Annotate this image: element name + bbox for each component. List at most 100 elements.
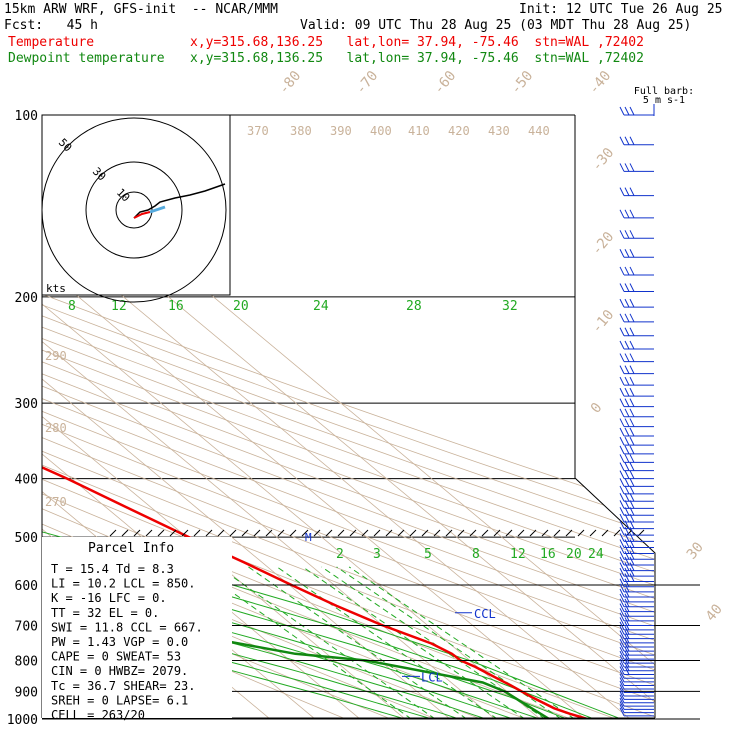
- theta-label: 400: [370, 124, 392, 138]
- freezing-hatch: [289, 529, 297, 537]
- wind-barb-flag: [624, 634, 630, 644]
- hodograph-unit-label: kts: [46, 282, 66, 295]
- wind-barb-flag: [619, 462, 625, 471]
- mixing-ratio-label: 16: [168, 299, 184, 314]
- isotherm-line: [42, 115, 451, 718]
- wind-barb-flag: [624, 654, 630, 664]
- isotherm-line: [42, 115, 631, 718]
- wind-barb-flag: [624, 612, 630, 622]
- freezing-hatch: [169, 529, 177, 537]
- wind-barb: [619, 588, 654, 598]
- wind-barb-flag: [619, 567, 625, 577]
- freezing-hatch: [325, 529, 333, 537]
- parcel-info-row: CELL = 263/20: [51, 708, 145, 722]
- freezing-hatch: [541, 529, 549, 537]
- wind-barb-flag: [619, 470, 625, 479]
- parcel-info-row: Tc = 36.7 SHEAR= 23.: [51, 679, 196, 693]
- wind-barb-flag: [624, 283, 630, 292]
- dry-adiabat: [42, 115, 655, 718]
- mixing-ratio-label: 12: [111, 299, 127, 314]
- wind-barb-flag: [629, 545, 635, 554]
- frame-right: [574, 115, 656, 718]
- freezing-hatch: [517, 529, 525, 537]
- wind-barb: [619, 136, 654, 146]
- isotherm-label: -20: [589, 229, 618, 259]
- wind-barb-flag: [624, 376, 630, 386]
- pressure-tick-label: 600: [15, 579, 38, 594]
- wind-barb: [619, 533, 654, 542]
- isotherm-label: 30: [684, 539, 707, 562]
- wind-barb-flag: [619, 283, 625, 292]
- wind-barb-flag: [624, 621, 630, 631]
- wind-barb: [619, 478, 654, 487]
- theta-label: 270: [45, 495, 67, 509]
- parcel-info-row: LI = 10.2 LCL = 850.: [51, 577, 196, 591]
- wind-barb: [619, 662, 654, 672]
- freezing-hatch: [145, 529, 153, 537]
- freezing-hatch: [421, 529, 429, 537]
- wind-barb-flag: [629, 470, 635, 479]
- freezing-hatch: [373, 529, 381, 537]
- wind-barb-flag: [619, 376, 625, 386]
- freezing-hatch: [433, 529, 441, 537]
- wind-barb-flag: [619, 163, 625, 172]
- mixing-ratio-line: [218, 566, 436, 718]
- wind-barb: [619, 658, 654, 668]
- wind-barb-flag: [619, 662, 625, 671]
- freezing-hatch: [361, 529, 369, 537]
- freezing-hatch: [601, 529, 609, 537]
- wind-barb-flag: [619, 266, 625, 276]
- wind-barb-flag: [624, 230, 630, 239]
- wind-barb-flag: [624, 603, 630, 612]
- wind-barb-flag: [629, 462, 635, 471]
- wind-barb-flag: [619, 612, 625, 622]
- wind-barb-flag: [619, 707, 625, 717]
- wind-barb: [619, 266, 654, 276]
- wind-barb-flag: [624, 562, 630, 571]
- wind-barb-flag: [619, 353, 625, 362]
- wind-barb-flag: [624, 408, 630, 418]
- isotherm-label: -40: [586, 68, 615, 98]
- wind-barb-flag: [629, 551, 635, 560]
- wind-barb-flag: [624, 418, 630, 427]
- wind-barb: [619, 398, 654, 408]
- pressure-tick-label: 400: [15, 473, 38, 488]
- freezing-hatch: [301, 529, 309, 537]
- mixing-ratio-label: 8: [68, 299, 76, 314]
- freezing-hatch: [385, 529, 393, 537]
- dry-adiabat: [42, 115, 378, 718]
- wind-barb-flag: [624, 658, 630, 668]
- parcel-info-title: Parcel Info: [88, 541, 174, 556]
- parcel-info-row: CAPE = 0 SWEAT= 53: [51, 650, 181, 664]
- freezing-hatch: [229, 529, 237, 537]
- wind-barb-flag: [619, 680, 625, 690]
- isotherm-label: 0: [588, 400, 606, 417]
- wind-barb-flag: [629, 376, 635, 386]
- temperature-legend-label: Temperature: [8, 35, 95, 50]
- mixing-ratio-line: [276, 566, 498, 718]
- mixing-ratio-line: [196, 566, 412, 718]
- wind-barb-flag: [624, 136, 630, 145]
- wind-barb-flag: [619, 646, 625, 656]
- dry-adiabat: [42, 115, 655, 718]
- freezing-hatch: [313, 529, 321, 537]
- wind-barb-flag: [619, 387, 625, 397]
- wind-barb-flag: [629, 298, 635, 308]
- wind-barb-flag: [619, 408, 625, 418]
- wind-barb-flag: [629, 209, 635, 219]
- wind-barb-flag: [629, 266, 635, 276]
- wind-barb-flag: [619, 551, 625, 560]
- wind-barb-flag: [629, 408, 635, 418]
- wind-barb-flag: [629, 445, 635, 455]
- wind-barb-flag: [619, 136, 625, 145]
- wind-barb: [619, 687, 654, 697]
- wind-barb-flag: [624, 630, 630, 639]
- wind-barb-flag: [624, 539, 630, 548]
- pressure-tick-label: 800: [15, 654, 38, 669]
- wind-barb-flag: [619, 654, 625, 664]
- hodograph-ring: [41, 117, 227, 303]
- hodograph-trace: [133, 183, 226, 219]
- wind-barb-flag: [619, 642, 625, 652]
